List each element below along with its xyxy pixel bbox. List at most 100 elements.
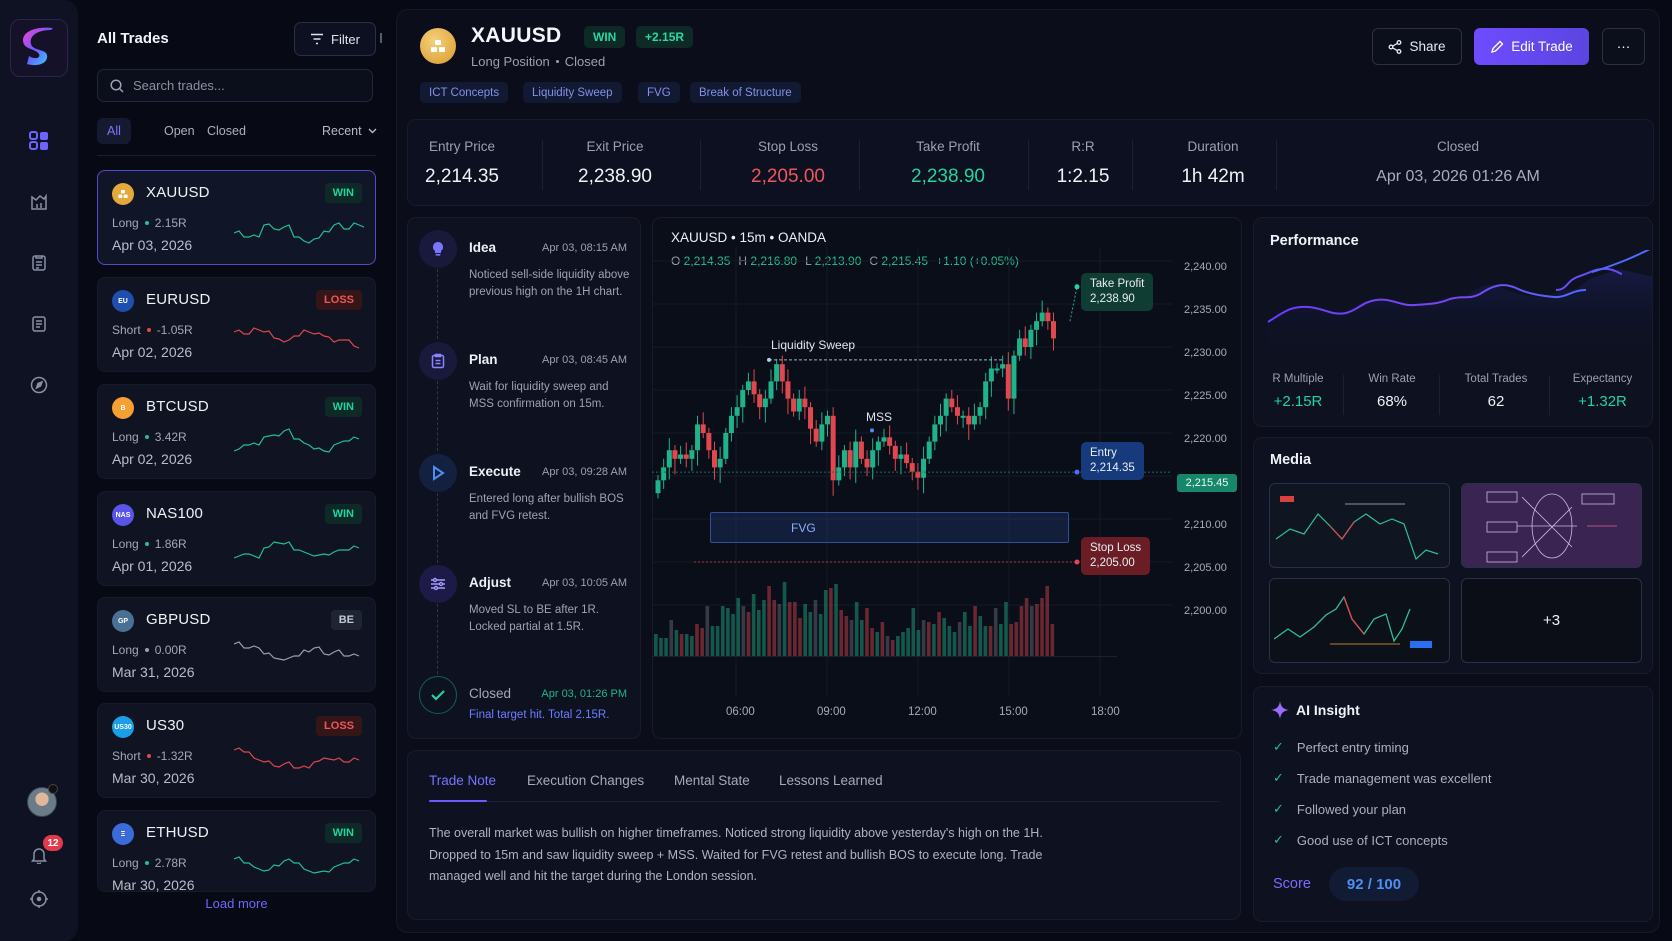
current-price-marker: 2,215.45 (1177, 474, 1237, 492)
segment-closed[interactable]: Closed (207, 124, 246, 138)
coin-icon: EU (112, 290, 134, 312)
analytics-icon[interactable] (27, 190, 51, 214)
compass-icon[interactable] (27, 373, 51, 397)
sparkline (234, 222, 364, 244)
load-more-link[interactable]: Load more (205, 896, 268, 911)
tag-break-of-structure[interactable]: Break of Structure (690, 82, 801, 103)
segment-open[interactable]: Open (164, 124, 195, 138)
trade-card-xauusd[interactable]: XAUUSD WIN Long 2.15R Apr 03, 2026 (97, 170, 376, 265)
avatar-status-icon (48, 784, 58, 794)
candlestick-plot[interactable] (652, 217, 1242, 739)
share-label: Share (1409, 39, 1446, 54)
tab-lessons-learned[interactable]: Lessons Learned (779, 773, 883, 788)
media-thumbnail-chart-2[interactable] (1269, 578, 1450, 663)
trade-symbol: EURUSD (146, 291, 211, 308)
media-thumbnail-chart-1[interactable] (1269, 483, 1450, 568)
reports-icon[interactable] (27, 312, 51, 336)
stat-closed-time: Closed Apr 03, 2026 01:26 AM (1376, 139, 1540, 185)
trade-card-nas100[interactable]: NAS NAS100 WIN Long 1.86R Apr 01, 2026 (97, 491, 376, 586)
timeline-connector (437, 493, 438, 563)
chart-title: XAUUSD • 15m • OANDA (671, 230, 826, 245)
liquidity-sweep-label: Liquidity Sweep (771, 338, 856, 352)
ai-insight-item: ✓ Perfect entry timing (1273, 739, 1409, 755)
tag-fvg[interactable]: FVG (638, 82, 680, 103)
notes-panel (407, 750, 1241, 920)
timeline-connector (437, 604, 438, 674)
timeline-time: Apr 03, 01:26 PM (541, 688, 627, 700)
media-thumbnail-diagram[interactable] (1461, 483, 1642, 568)
timeline-title: Idea (469, 240, 497, 255)
timeline-title: Adjust (469, 575, 511, 590)
tab-trade-note[interactable]: Trade Note (429, 773, 497, 788)
stat-divider (1549, 375, 1550, 415)
stat-stop-loss: Stop Loss 2,205.00 (751, 139, 825, 187)
ai-insight-panel (1253, 686, 1653, 922)
coin-icon (112, 183, 134, 205)
x-tick: 12:00 (908, 706, 937, 718)
bell-icon[interactable] (27, 843, 51, 867)
trade-meta: Long 1.86R (112, 537, 187, 551)
timeline-connector (437, 269, 438, 339)
perf-expectancy: Expectancy +1.32R (1572, 373, 1633, 410)
stat-divider (1028, 140, 1029, 190)
trade-symbol: GBPUSD (146, 611, 211, 628)
trade-meta: Long 0.00R (112, 643, 187, 657)
timeline-time: Apr 03, 09:28 AM (542, 466, 627, 478)
sparkline (234, 428, 360, 453)
journal-icon[interactable] (27, 251, 51, 275)
y-tick: 2,235.00 (1184, 304, 1227, 316)
fvg-zone (710, 512, 1069, 543)
stat-duration: Duration 1h 42m (1181, 139, 1245, 187)
coin-icon: B (112, 397, 134, 419)
target-icon[interactable] (27, 887, 51, 911)
filter-label: Filter (331, 31, 360, 47)
y-tick: 2,205.00 (1184, 562, 1227, 574)
timeline-title: Plan (469, 352, 498, 367)
result-badge: WIN (324, 823, 362, 843)
tag-ict-concepts[interactable]: ICT Concepts (420, 82, 509, 103)
y-tick: 2,230.00 (1184, 347, 1227, 359)
coin-icon: US30 (112, 716, 134, 738)
ai-insight-item: ✓ Followed your plan (1273, 801, 1407, 817)
x-tick: 09:00 (817, 706, 846, 718)
trade-card-gbpusd[interactable]: GP GBPUSD BE Long 0.00R Mar 31, 2026 (97, 597, 376, 692)
result-badge: LOSS (316, 716, 362, 736)
x-tick: 15:00 (999, 706, 1028, 718)
media-more-button[interactable]: +3 (1461, 578, 1642, 663)
check-icon: ✓ (1273, 770, 1284, 785)
trade-card-btcusd[interactable]: B BTCUSD WIN Long 3.42R Apr 02, 2026 (97, 384, 376, 479)
edit-trade-button[interactable]: Edit Trade (1474, 28, 1589, 65)
panel-resize-handle[interactable] (380, 33, 382, 43)
trade-symbol: ETHUSD (146, 824, 209, 841)
trade-card-ethusd[interactable]: Ξ ETHUSD WIN Long 2.78R Mar 30, 2026 (97, 810, 376, 893)
stat-divider (1132, 140, 1133, 190)
chevron-down-icon (368, 128, 377, 134)
more-options-button[interactable]: ··· (1602, 28, 1645, 65)
tab-execution-changes[interactable]: Execution Changes (527, 773, 645, 788)
trade-card-eurusd[interactable]: EU EURUSD LOSS Short -1.05R Apr 02, 2026 (97, 277, 376, 372)
sort-dropdown[interactable]: Recent (322, 118, 377, 144)
entry-label: Entry 2,214.35 (1081, 442, 1144, 480)
filter-button[interactable]: Filter (294, 22, 376, 56)
nav-rail (0, 0, 78, 941)
tag-liquidity-sweep[interactable]: Liquidity Sweep (523, 82, 622, 103)
trade-symbol: XAUUSD (146, 184, 210, 201)
r-multiple-badge: +2.15R (636, 26, 694, 48)
timeline-desc: Wait for liquidity sweep and MSS confirm… (469, 381, 609, 410)
search-input[interactable] (133, 78, 353, 93)
app-logo[interactable] (10, 19, 68, 77)
dashboard-icon[interactable] (27, 129, 51, 153)
timeline-time: Apr 03, 08:45 AM (542, 354, 627, 366)
trade-card-us30[interactable]: US30 US30 LOSS Short -1.32R Mar 30, 2026 (97, 703, 376, 798)
trade-meta: Long 3.42R (112, 430, 187, 444)
search-box[interactable] (97, 69, 373, 102)
trade-date: Apr 02, 2026 (112, 344, 193, 360)
sort-label: Recent (322, 124, 362, 138)
share-button[interactable]: Share (1372, 28, 1462, 65)
trades-list-title: All Trades (97, 30, 169, 47)
y-tick: 2,200.00 (1184, 605, 1227, 617)
tab-mental-state[interactable]: Mental State (674, 773, 750, 788)
timeline-time: Apr 03, 08:15 AM (542, 242, 627, 254)
segment-all[interactable]: All (97, 118, 131, 144)
performance-title: Performance (1270, 233, 1359, 249)
